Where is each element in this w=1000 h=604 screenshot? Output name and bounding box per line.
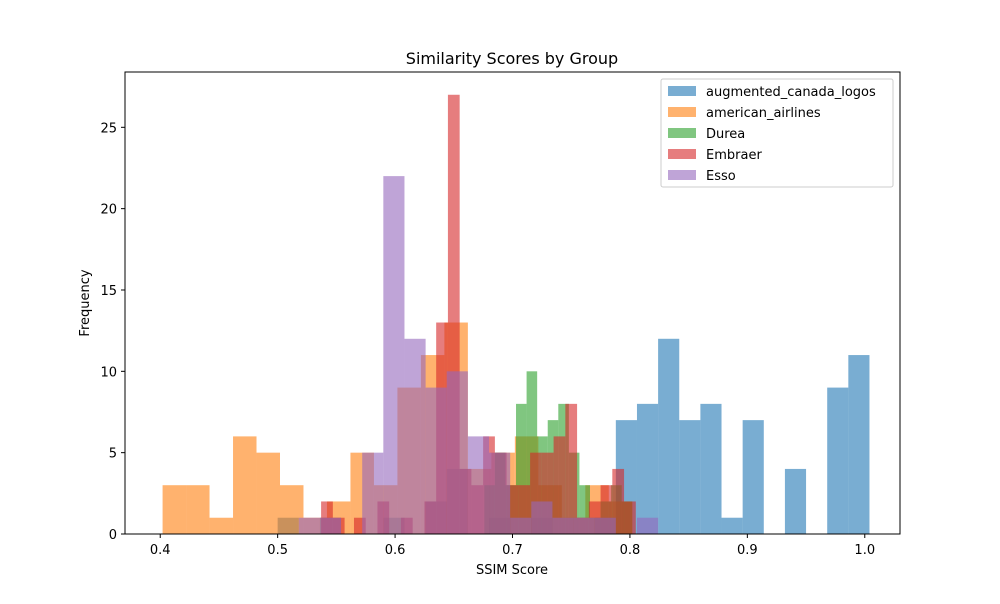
histogram-bar xyxy=(162,485,187,534)
legend: augmented_canada_logos american_airlines D… xyxy=(660,78,894,188)
histogram-bar xyxy=(256,452,280,534)
histogram-bar xyxy=(404,338,426,534)
legend-swatch xyxy=(668,149,696,159)
x-tick-label: 0.7 xyxy=(502,543,523,558)
x-tick-label: 0.6 xyxy=(385,543,406,558)
x-tick-label: 0.8 xyxy=(620,543,641,558)
y-tick-label: 25 xyxy=(100,121,117,136)
histogram-bar xyxy=(489,452,511,534)
histogram-bar xyxy=(516,403,527,534)
legend-swatch xyxy=(668,86,696,96)
histogram-bar xyxy=(552,517,574,534)
legend-swatch xyxy=(668,107,696,117)
y-tick-label: 20 xyxy=(100,203,117,218)
x-tick-label: 1.0 xyxy=(854,543,875,558)
x-tick-label: 0.9 xyxy=(737,543,758,558)
histogram-bar xyxy=(658,338,680,534)
bars-layer xyxy=(162,94,870,535)
histogram-bar xyxy=(636,403,659,534)
x-axis-ticks: 0.4 0.5 0.6 0.7 0.8 0.9 1.0 xyxy=(150,534,875,558)
histogram-bar xyxy=(447,94,460,535)
histogram-bar xyxy=(531,501,553,534)
histogram-bar xyxy=(600,485,613,534)
y-axis-label: Frequency xyxy=(78,269,93,336)
histogram-bar xyxy=(594,517,616,534)
y-tick-label: 15 xyxy=(100,284,117,299)
histogram-bar xyxy=(186,485,210,534)
y-tick-label: 10 xyxy=(100,365,117,380)
histogram-bar xyxy=(233,436,257,534)
legend-label: Durea xyxy=(706,127,745,142)
histogram-bar xyxy=(636,517,659,534)
histogram-bar xyxy=(518,485,531,534)
y-tick-label: 0 xyxy=(109,528,117,543)
histogram-bar xyxy=(541,452,554,534)
histogram-bar xyxy=(467,436,490,534)
legend-label: augmented_canada_logos xyxy=(706,85,876,100)
histogram-bar xyxy=(425,387,447,534)
histogram-bar xyxy=(298,517,320,534)
y-axis-ticks: 0 5 10 15 20 25 xyxy=(100,121,125,543)
histogram-bar xyxy=(510,517,532,534)
x-tick-label: 0.5 xyxy=(267,543,288,558)
histogram-bar xyxy=(506,485,519,534)
histogram-bar xyxy=(530,452,542,534)
y-tick-label: 5 xyxy=(109,447,117,462)
histogram-bar xyxy=(353,517,366,534)
histogram-bar xyxy=(679,420,701,534)
histogram-bar xyxy=(848,355,870,534)
histogram-bar xyxy=(573,517,595,534)
histogram-bar xyxy=(319,517,342,534)
x-tick-label: 0.4 xyxy=(150,543,171,558)
histogram-bar xyxy=(362,452,384,534)
chart-title: Similarity Scores by Group xyxy=(406,49,618,68)
histogram-bar xyxy=(827,387,849,534)
histogram-bar xyxy=(383,176,405,535)
legend-label: american_airlines xyxy=(706,106,821,121)
histogram-bar xyxy=(565,403,578,534)
legend-swatch xyxy=(668,128,696,138)
histogram-bar xyxy=(624,501,636,534)
histogram-bar xyxy=(209,517,234,534)
x-axis-label: SSIM Score xyxy=(476,563,548,578)
legend-label: Embraer xyxy=(706,148,762,163)
histogram-bar xyxy=(446,371,468,534)
histogram-bar xyxy=(553,436,566,534)
histogram-bar xyxy=(784,468,807,534)
legend-swatch xyxy=(668,170,696,180)
histogram-bar xyxy=(280,485,304,534)
histogram-bar xyxy=(742,420,764,534)
histogram-bar xyxy=(579,485,590,534)
series-4-bars xyxy=(298,176,659,535)
histogram-bar xyxy=(721,517,743,534)
legend-label: Esso xyxy=(706,169,736,184)
legend-frame xyxy=(660,78,894,188)
histogram-bar xyxy=(700,403,722,534)
histogram-bar xyxy=(612,468,625,534)
